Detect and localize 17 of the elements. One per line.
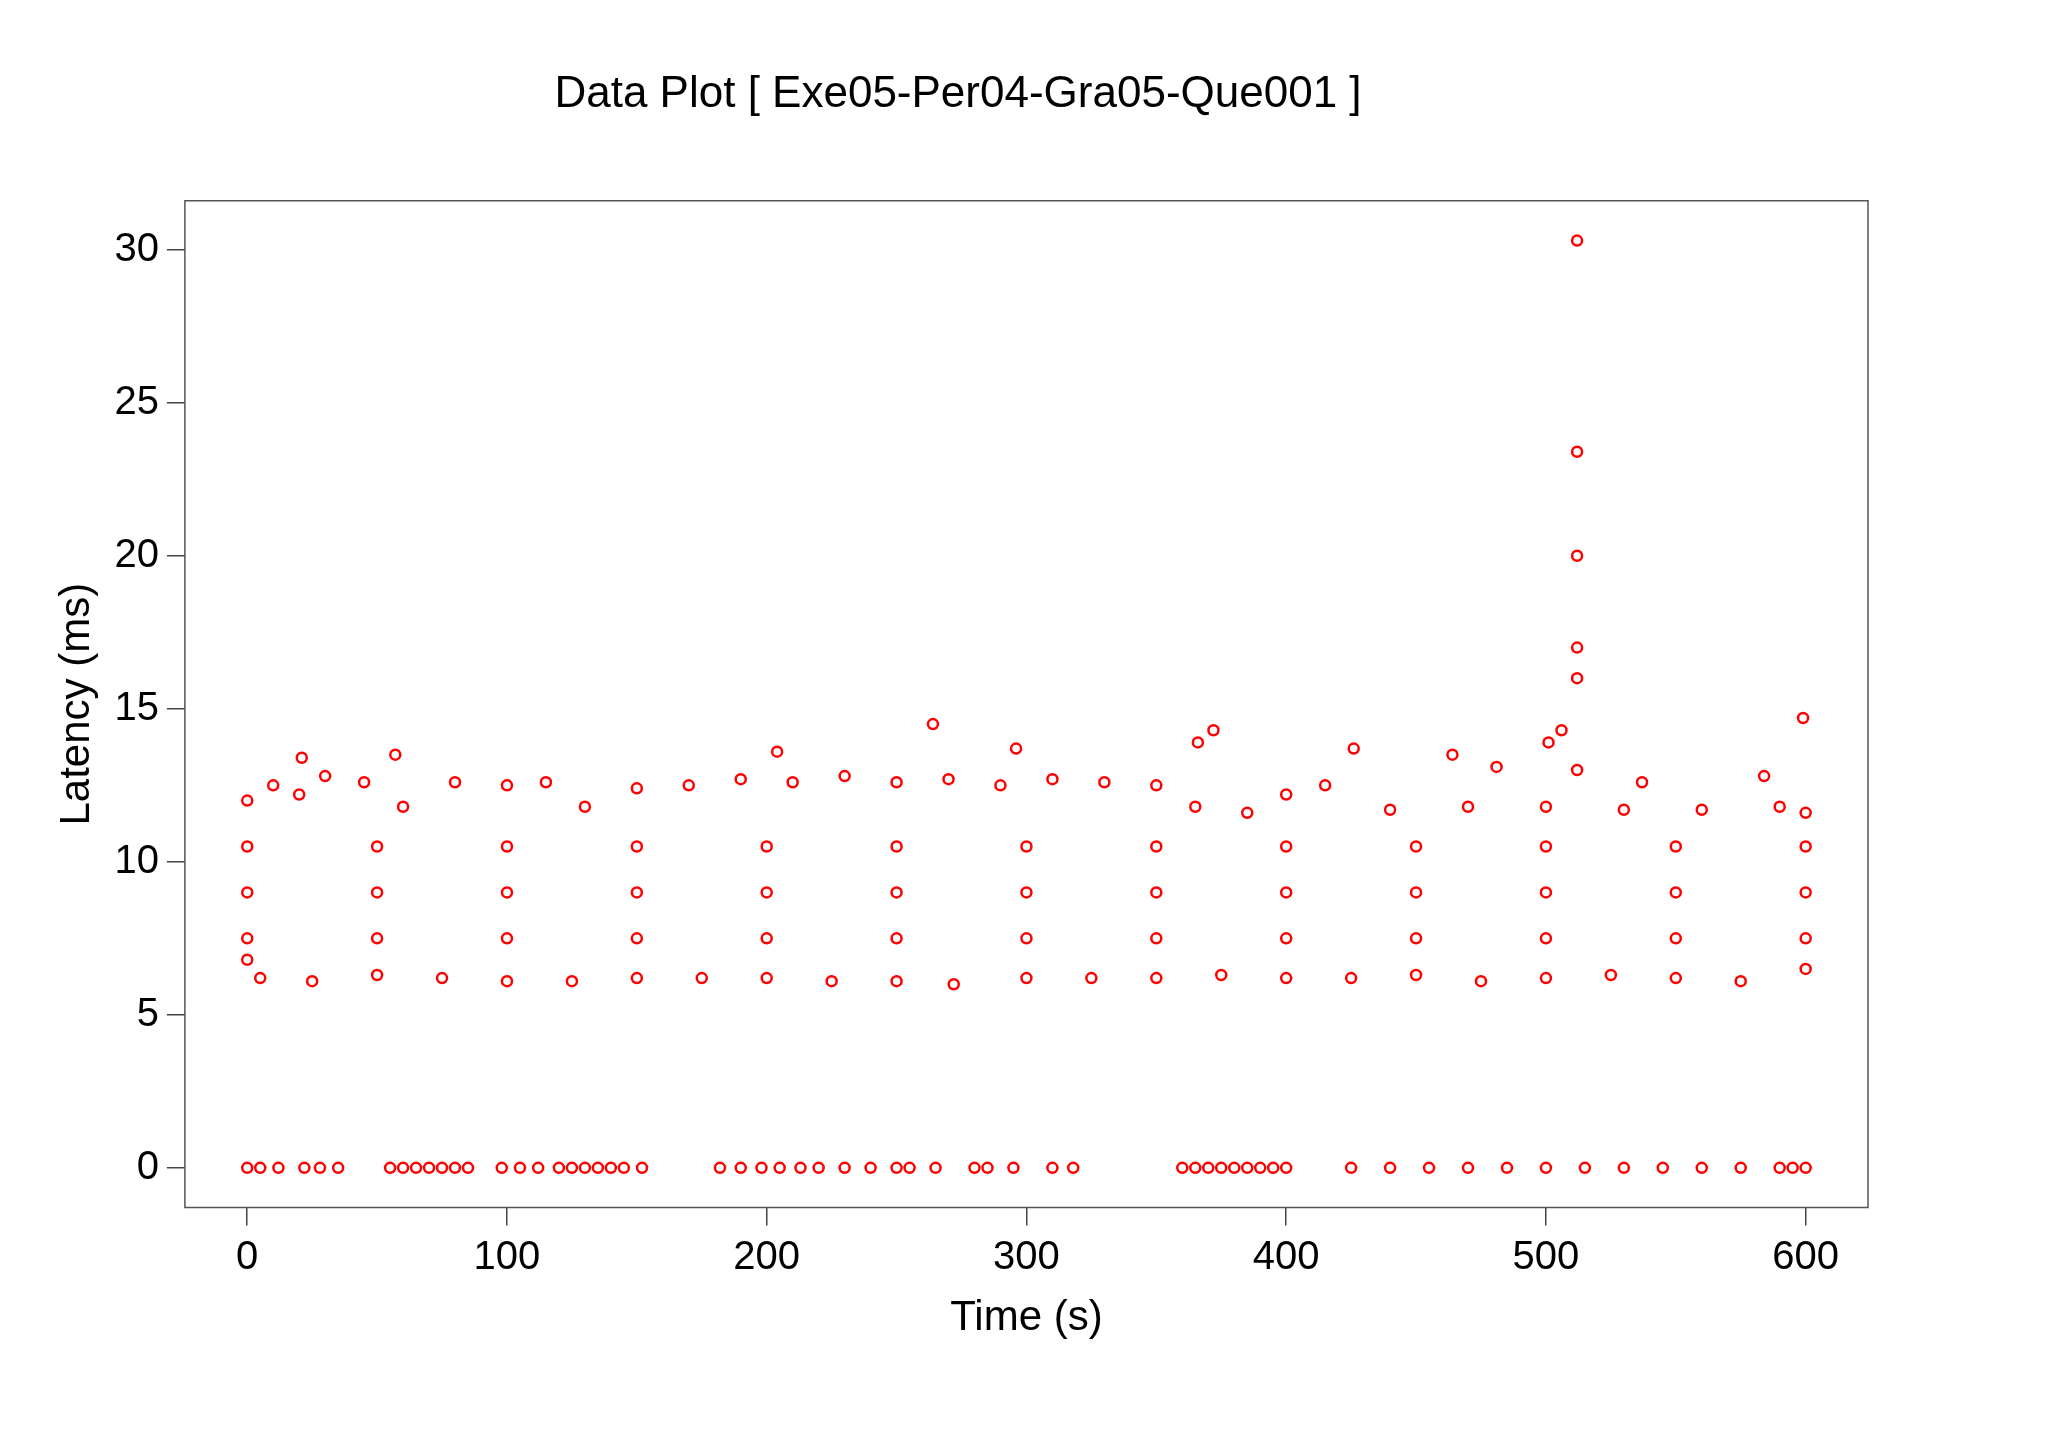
chart-title: Data Plot [ Exe05-Per04-Gra05-Que001 ] — [554, 66, 1362, 116]
x-axis-title: Time (s) — [950, 1292, 1103, 1340]
x-tick-label: 100 — [473, 1232, 541, 1277]
x-tick-label: 200 — [733, 1232, 801, 1277]
x-tick-label: 600 — [1772, 1232, 1840, 1277]
x-tick-label: 500 — [1512, 1232, 1580, 1277]
x-tick-label: 300 — [993, 1232, 1060, 1277]
y-tick-label: 25 — [114, 377, 159, 422]
y-tick-label: 20 — [114, 530, 159, 575]
x-tick-label: 0 — [236, 1232, 259, 1277]
y-tick-label: 15 — [114, 683, 159, 728]
y-axis-title: Latency (ms) — [50, 582, 98, 826]
y-tick-label: 0 — [136, 1142, 159, 1187]
y-tick-label: 30 — [114, 224, 159, 269]
y-tick-label: 10 — [114, 836, 159, 881]
x-tick-label: 400 — [1252, 1232, 1320, 1277]
y-tick-label: 5 — [136, 989, 159, 1034]
